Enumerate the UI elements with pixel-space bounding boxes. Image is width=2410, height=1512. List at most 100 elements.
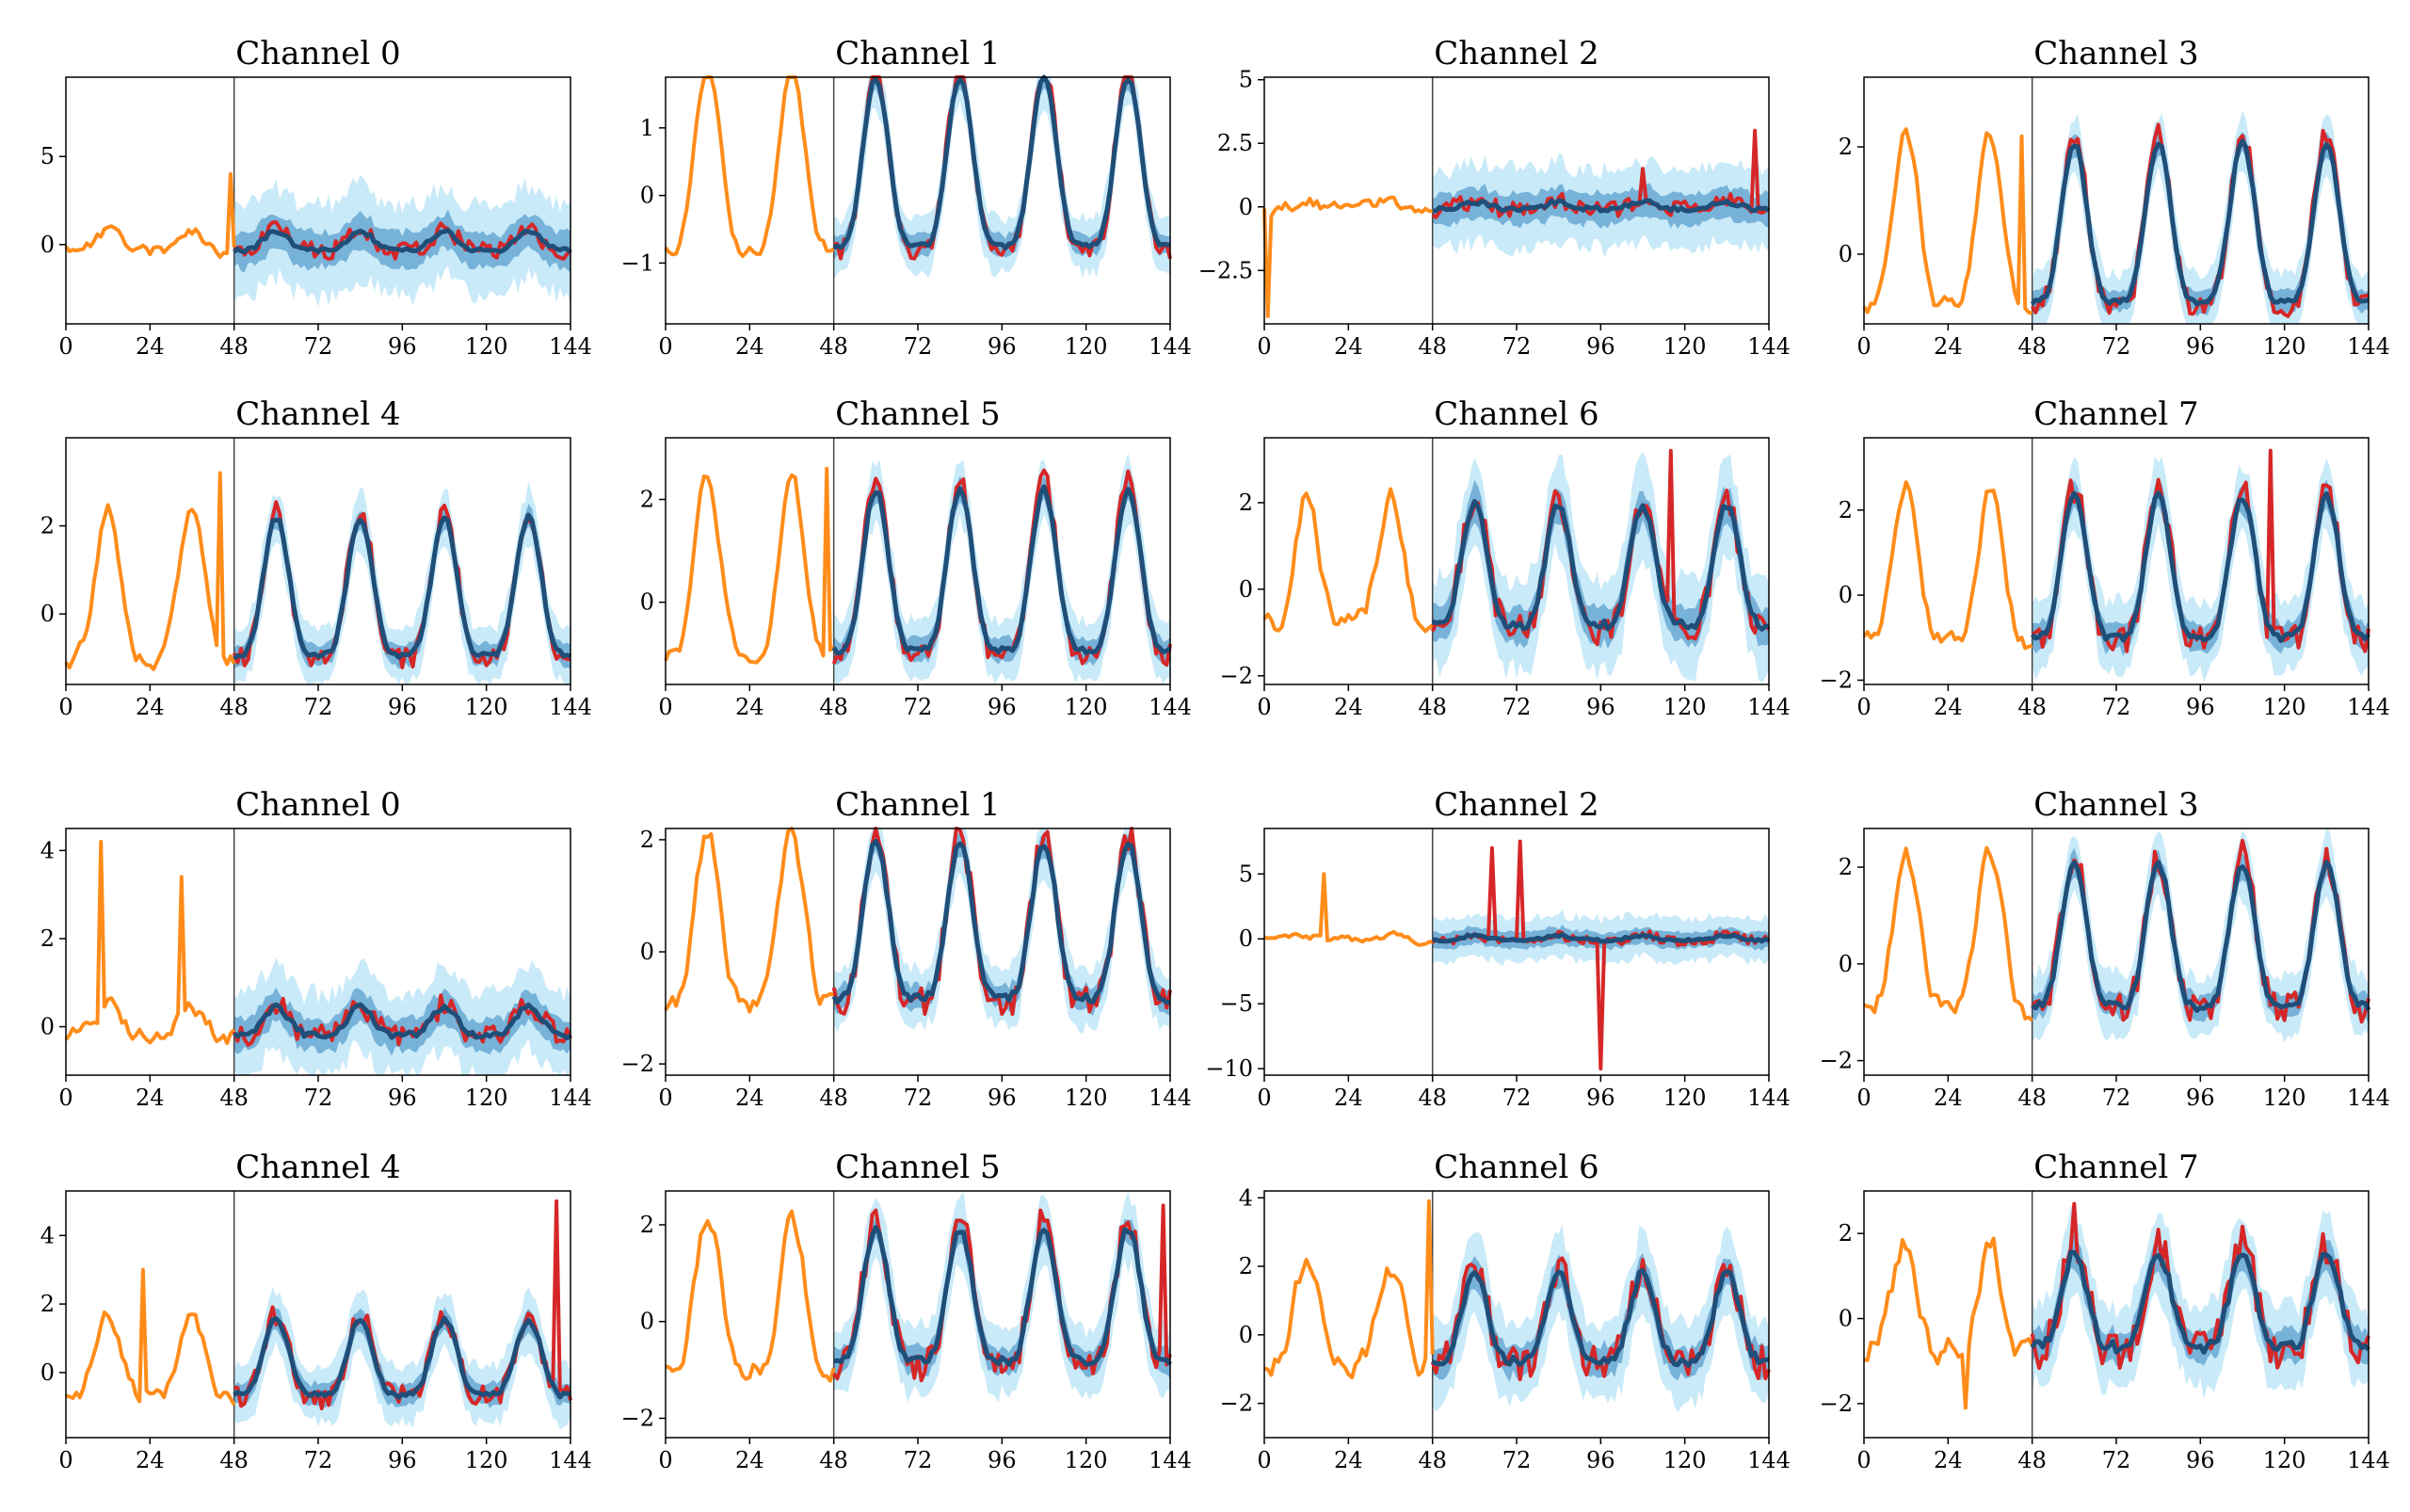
- panel-title: Channel 2: [1434, 786, 1599, 824]
- panel-title: Channel 2: [1434, 35, 1599, 72]
- x-tick-label: 144: [2347, 1447, 2390, 1473]
- x-tick-label: 120: [1065, 1447, 1108, 1473]
- x-tick-label: 0: [658, 333, 672, 360]
- x-tick-label: 48: [219, 1447, 249, 1473]
- panel-title: Channel 5: [835, 395, 1000, 433]
- x-tick-label: 72: [2102, 333, 2131, 360]
- x-tick-label: 72: [1502, 333, 1532, 360]
- x-tick-label: 48: [2017, 1447, 2047, 1473]
- forecast-median-line: [233, 1315, 571, 1400]
- panel-title: Channel 1: [835, 35, 1000, 72]
- y-tick-label: 2: [40, 513, 55, 539]
- y-tick-label: 2.5: [1217, 130, 1253, 156]
- y-tick-label: 2: [640, 827, 654, 853]
- x-tick-label: 96: [1586, 1085, 1615, 1111]
- x-tick-label: 48: [1418, 1447, 1447, 1473]
- y-tick-label: 4: [40, 837, 55, 863]
- forecast-median-line: [233, 1002, 572, 1040]
- x-tick-label: 120: [1663, 1447, 1707, 1473]
- x-tick-label: 144: [2347, 333, 2390, 360]
- x-tick-label: 120: [1663, 1085, 1707, 1111]
- forecast-median-line: [1431, 499, 1770, 632]
- x-tick-label: 96: [388, 1447, 417, 1473]
- x-tick-label: 120: [465, 694, 508, 720]
- history-line: [64, 171, 236, 259]
- x-tick-label: 120: [2263, 694, 2306, 720]
- history-line: [664, 827, 835, 1014]
- history-line: [664, 466, 835, 665]
- forecast-median-line: [831, 484, 1172, 656]
- x-tick-label: 120: [1663, 694, 1707, 720]
- forecast-median-line: [2030, 138, 2370, 307]
- panel-title: Channel 5: [835, 1149, 1000, 1186]
- x-tick-label: 96: [1586, 333, 1615, 360]
- x-tick-label: 144: [549, 1447, 592, 1473]
- ground-truth-line: [1431, 839, 1771, 1071]
- x-tick-label: 96: [988, 1447, 1017, 1473]
- x-tick-label: 24: [735, 333, 764, 360]
- outer-interval-band: [233, 481, 570, 684]
- x-tick-label: 24: [735, 694, 764, 720]
- chart-panel-5: Channel 5 0 24 48 72 96 120 144 0 2: [640, 395, 1192, 720]
- outer-interval-band: [2032, 110, 2369, 325]
- y-tick-label: −2: [1220, 1391, 1253, 1417]
- x-tick-label: 48: [1418, 694, 1447, 720]
- y-tick-label: 1: [640, 115, 654, 141]
- x-tick-label: 120: [1065, 333, 1108, 360]
- x-tick-label: 48: [819, 333, 848, 360]
- x-tick-label: 24: [735, 1447, 764, 1473]
- y-tick-label: 2: [1839, 1220, 1853, 1247]
- y-tick-label: 0: [640, 939, 654, 965]
- x-tick-label: 72: [304, 694, 333, 720]
- x-tick-label: 96: [1586, 694, 1615, 720]
- x-tick-label: 24: [1934, 1447, 1963, 1473]
- panel-title: Channel 4: [235, 1149, 400, 1186]
- y-tick-label: 2: [640, 1212, 654, 1238]
- x-tick-label: 72: [304, 333, 333, 360]
- panel-title: Channel 6: [1434, 1149, 1599, 1186]
- y-tick-label: 0: [1239, 576, 1253, 603]
- x-tick-label: 96: [2186, 333, 2215, 360]
- x-tick-label: 144: [1149, 333, 1192, 360]
- x-tick-label: 96: [988, 694, 1017, 720]
- x-tick-label: 144: [549, 333, 592, 360]
- x-tick-label: 0: [658, 1447, 672, 1473]
- outer-interval-band: [2032, 1205, 2369, 1400]
- history-line: [65, 1267, 236, 1407]
- history-line: [64, 471, 236, 671]
- panel-title: Channel 7: [2033, 1149, 2198, 1186]
- forecast-median-line: [233, 512, 571, 661]
- panel-title: Channel 0: [235, 786, 400, 824]
- y-tick-label: 0: [640, 1309, 654, 1335]
- y-tick-label: 0: [1839, 1306, 1853, 1332]
- axes-frame: [665, 76, 1171, 325]
- y-tick-label: 0: [1839, 582, 1853, 608]
- x-tick-label: 96: [2186, 1447, 2215, 1473]
- y-tick-label: 0: [40, 1359, 55, 1386]
- y-tick-label: 0: [640, 183, 654, 209]
- x-tick-label: 24: [136, 333, 165, 360]
- x-tick-label: 48: [1418, 1085, 1447, 1111]
- forecast-median-line: [233, 228, 572, 255]
- outer-interval-band: [833, 452, 1170, 684]
- y-tick-label: 0: [40, 1014, 55, 1040]
- x-tick-label: 144: [1747, 1085, 1791, 1111]
- x-tick-label: 24: [136, 1085, 165, 1111]
- x-tick-label: 72: [1502, 1085, 1532, 1111]
- panel-title: Channel 1: [835, 786, 1000, 824]
- x-tick-label: 72: [904, 333, 933, 360]
- forecast-median-line: [1432, 932, 1770, 944]
- history-line: [1262, 487, 1434, 634]
- x-tick-label: 0: [1856, 1447, 1871, 1473]
- x-tick-label: 72: [904, 1085, 933, 1111]
- y-tick-label: −2: [1220, 663, 1253, 689]
- x-tick-label: 48: [2017, 1085, 2047, 1111]
- x-tick-label: 96: [2186, 694, 2215, 720]
- x-tick-label: 0: [658, 694, 672, 720]
- forecast-median-line: [1432, 198, 1771, 214]
- x-tick-label: 72: [904, 1447, 933, 1473]
- x-tick-label: 96: [388, 333, 417, 360]
- chart-panel-15: Channel 7 0 24 48 72 96 120 144 −2 0 2: [1820, 1149, 2390, 1473]
- y-tick-label: 0: [1839, 241, 1853, 267]
